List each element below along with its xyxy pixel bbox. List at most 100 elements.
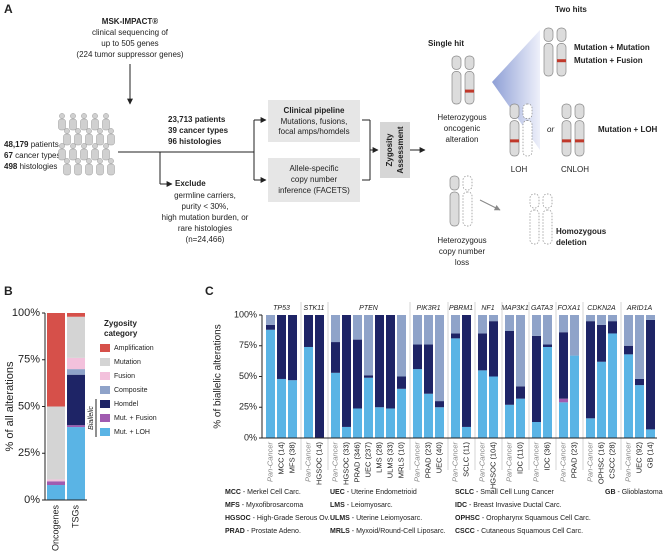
cn-loss-text: Heterozygous [437, 236, 486, 245]
bar-segment [424, 315, 433, 345]
bar-segment [277, 378, 286, 438]
source-text: up to 505 genes [101, 39, 158, 48]
chromosome-arm [574, 103, 585, 119]
person-head [81, 143, 87, 149]
bar-segment [315, 315, 324, 438]
gene-label: MAP3K1 [501, 305, 529, 312]
homdel-text: Homozygous [556, 227, 607, 236]
person-head [75, 158, 81, 164]
bar-segment [559, 332, 568, 399]
person-body [85, 133, 93, 146]
legend-label: Homdel [114, 401, 139, 408]
bar-segment [646, 315, 655, 320]
bar-segment [478, 333, 487, 371]
chromosome-arm [542, 209, 553, 245]
abbreviation-text: - Breast Invasive Ductal Carc. [469, 502, 562, 509]
legend-swatch [100, 358, 110, 366]
chromosome-arm [556, 27, 567, 42]
abbreviation-code: SCLC [455, 489, 474, 496]
legend-swatch [100, 428, 110, 436]
chromosome-arm [543, 43, 554, 77]
x-tick-label: HGSOC (14) [314, 442, 323, 485]
bar-segment [635, 315, 644, 379]
person-head [97, 128, 103, 134]
bar-segment [435, 407, 444, 438]
source-text: (224 tumor suppressor genes) [76, 50, 184, 59]
chromosome-arm [462, 175, 473, 191]
y-tick-label: 25% [18, 447, 40, 459]
bar-segment [331, 342, 340, 373]
bar-segment [559, 315, 568, 333]
gene-label: TP53 [273, 305, 290, 312]
person-head [81, 113, 87, 119]
person-body [96, 163, 104, 176]
bar-segment [47, 406, 65, 480]
stat-text: cancer types [15, 151, 60, 160]
bar-segment [424, 393, 433, 438]
abbreviation: UEC - Uterine Endometrioid [330, 489, 417, 496]
x-tick-label: Oncogenes [50, 505, 60, 552]
x-tick-label: GB (14) [645, 442, 654, 469]
x-tick-label: Pan-Cancer [450, 442, 459, 483]
panel-label: A [4, 2, 13, 16]
x-tick-label: HGSOC (33) [341, 442, 350, 485]
abbreviation-text: - Leiomyosarc. [347, 502, 393, 509]
abbreviation: MCC - Merkel Cell Carc. [225, 489, 301, 496]
stat-line: 39 cancer types [168, 126, 229, 135]
bar-segment [478, 370, 487, 438]
bar-segment [570, 355, 579, 438]
x-tick-label: Pan-Cancer [303, 442, 312, 483]
bar-segment [586, 321, 595, 419]
bar-segment [624, 354, 633, 438]
x-tick-label: ULMS (33) [385, 442, 394, 479]
single-hit-text: Heterozygous [437, 113, 486, 122]
alteration-band [465, 89, 474, 93]
abbreviation-code: ULMS [330, 515, 350, 522]
bar-segment [597, 315, 606, 325]
y-tick-label: 100% [234, 309, 257, 319]
abbreviation: LMS - Leiomyosarc. [330, 502, 393, 509]
person-head [64, 158, 70, 164]
bar-segment [597, 324, 606, 362]
stat-number: 67 [4, 151, 13, 160]
abbreviation-text: - Oropharynx Squamous Cell Carc. [482, 515, 591, 522]
x-tick-label: MFS (38) [287, 442, 296, 474]
legend-swatch [100, 400, 110, 408]
bar-segment [353, 339, 362, 409]
abbreviation-code: UEC [330, 489, 345, 496]
bar-segment [67, 425, 85, 428]
x-tick-label: PRAD (23) [423, 442, 432, 479]
facets-text: inference (FACETS) [278, 186, 350, 195]
x-tick-label: Pan-Cancer [477, 442, 486, 483]
bar-segment [608, 321, 617, 334]
alteration-band [510, 139, 519, 143]
chromosome-arm [561, 103, 572, 119]
abbreviation-text: - Myxofibrosarcoma [242, 502, 304, 509]
bar-segment [331, 315, 340, 343]
stat-line: 67 cancer types [4, 151, 61, 160]
person-head [92, 143, 98, 149]
bar-segment [47, 479, 65, 482]
bar-segment [478, 315, 487, 334]
alteration-band [557, 59, 566, 63]
bar-segment [386, 408, 395, 438]
y-axis-label: % of all alterations [4, 361, 16, 451]
bar-segment [67, 374, 85, 426]
y-tick-label: 25% [239, 402, 257, 412]
person-body [80, 118, 88, 131]
chromosome-arm [509, 103, 520, 119]
stat-number: 39 [168, 126, 177, 135]
x-tick-label: IDC (36) [542, 442, 551, 471]
bar-segment [397, 388, 406, 438]
bar-segment [397, 376, 406, 389]
legend-swatch [100, 372, 110, 380]
bar-segment [608, 315, 617, 322]
bar-segment [67, 357, 85, 370]
abbreviation-text: - Cutaneous Squamous Cell Carc. [477, 528, 583, 535]
person-head [108, 128, 114, 134]
abbreviation: MRLS - Myxoid/Round-Cell Liposarc. [330, 528, 446, 535]
bar-segment [375, 407, 384, 438]
chromosome-arm [464, 71, 475, 105]
person-body [80, 148, 88, 161]
